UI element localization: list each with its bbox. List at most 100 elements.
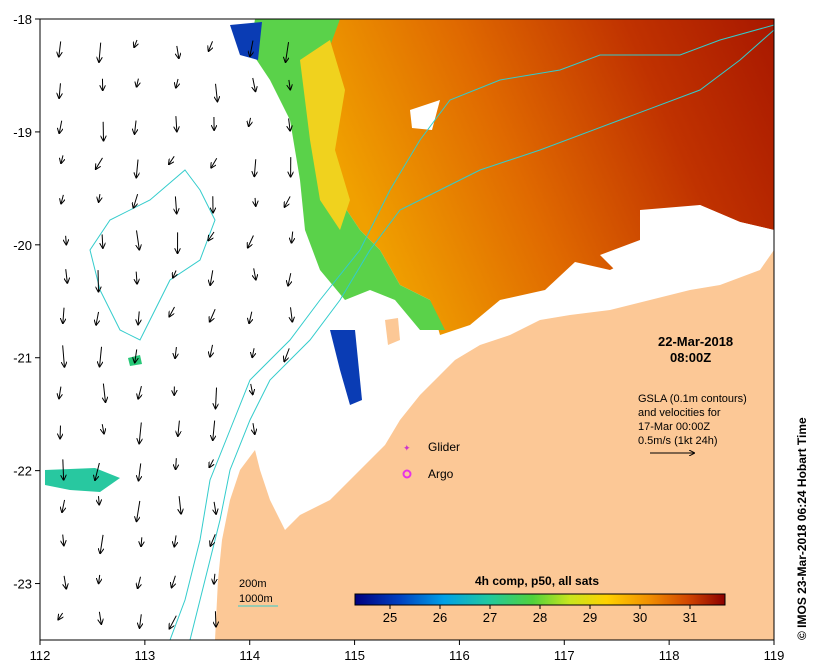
lon-tick-label: 115: [344, 648, 365, 663]
colorbar-tick-label: 26: [433, 610, 447, 625]
velocity-arrow: [103, 383, 105, 402]
colorbar-tick-label: 25: [383, 610, 397, 625]
latitude-axis: -18 -19 -20 -21 -22 -23: [13, 12, 40, 592]
velocity-arrow: [134, 39, 137, 47]
velocity-arrow: [64, 575, 66, 589]
velocity-arrow: [214, 501, 216, 514]
velocity-arrow: [216, 387, 217, 409]
velocity-arrow: [96, 311, 98, 325]
velocity-arrow: [209, 41, 213, 51]
velocity-arrow: [209, 459, 213, 467]
velocity-arrow: [62, 499, 64, 512]
plot-frame: [39, 18, 775, 641]
velocity-arrow: [61, 194, 63, 204]
velocity-arrow: [138, 311, 139, 324]
velocity-arrow: [136, 159, 138, 178]
velocity-arrow: [252, 348, 254, 357]
depth-200m-label: 200m: [239, 578, 267, 590]
velocity-arrow: [292, 231, 293, 243]
velocity-arrow: [288, 273, 291, 285]
lon-tick-label: 116: [449, 648, 470, 663]
colorbar-tick-label: 29: [583, 610, 597, 625]
sst-mid-band: [250, 19, 445, 330]
velocity-arrow: [136, 230, 139, 249]
contour-200m: [189, 29, 774, 640]
velocity-arrow: [99, 611, 101, 624]
glider-marker-icon: ✦: [403, 443, 411, 453]
velocity-arrow: [63, 534, 64, 546]
velocity-arrow: [102, 234, 103, 247]
longitude-axis: 112 113 114 115 116 117 118 119: [30, 640, 784, 663]
velocity-arrow: [176, 116, 177, 131]
velocity-arrow: [139, 422, 141, 443]
sst-yellow-patch: [300, 40, 350, 230]
velocity-arrow: [211, 157, 218, 167]
velocity-arrow: [175, 347, 176, 358]
lat-tick-label: -20: [13, 238, 32, 253]
velocity-arrow: [138, 385, 141, 399]
cloud-gap-north: [410, 100, 440, 130]
velocity-arrow: [214, 573, 215, 584]
velocity-arrow: [61, 155, 63, 163]
velocity-arrow: [210, 308, 216, 321]
velocity-arrow: [169, 156, 175, 164]
velocity-arrow: [59, 386, 61, 399]
velocity-arrow: [141, 537, 142, 546]
lat-tick-label: -19: [13, 125, 32, 140]
argo-label: Argo: [428, 467, 454, 481]
velocity-arrow: [170, 615, 177, 629]
lat-tick-label: -23: [13, 577, 32, 592]
velocity-arrow: [63, 345, 65, 366]
velocity-arrow: [213, 420, 215, 441]
velocity-arrow: [99, 194, 100, 202]
velocity-arrow: [173, 270, 176, 278]
gsla-note-line-1: GSLA (0.1m contours): [638, 393, 747, 405]
land-mainland: [215, 250, 774, 640]
velocity-arrow: [208, 231, 215, 240]
land-island: [385, 318, 400, 345]
velocity-arrow: [250, 40, 253, 57]
velocity-arrow: [169, 306, 175, 316]
velocity-arrow: [137, 78, 139, 87]
velocity-arrow: [135, 349, 137, 362]
velocity-arrow: [176, 78, 178, 88]
contour-1000m: [169, 24, 774, 640]
gsla-note-line-2: and velocities for: [638, 407, 721, 419]
velocity-arrow: [135, 120, 137, 134]
velocity-arrow: [253, 77, 256, 91]
velocity-arrow: [177, 45, 179, 58]
velocity-arrow: [138, 576, 141, 588]
velocity-arrow: [140, 614, 142, 628]
velocity-arrow: [254, 159, 255, 176]
velocity-arrow: [98, 496, 99, 504]
lat-tick-label: -18: [13, 12, 32, 27]
velocity-arrow: [249, 311, 252, 323]
lon-tick-label: 114: [239, 648, 260, 663]
sst-cool-patch-1: [230, 22, 262, 60]
velocity-arrow: [66, 269, 68, 283]
velocity-arrow: [174, 535, 176, 546]
velocity-arrows: [58, 39, 293, 629]
lon-tick-label: 112: [30, 648, 51, 663]
velocity-arrow: [63, 459, 64, 479]
lon-tick-label: 113: [134, 648, 155, 663]
date-label: 22-Mar-2018: [658, 334, 733, 349]
velocity-arrow: [286, 42, 289, 62]
velocity-arrow: [289, 79, 290, 89]
velocity-arrow: [59, 120, 61, 133]
velocity-arrow: [210, 344, 213, 357]
velocity-arrow: [285, 196, 291, 206]
colorbar-title: 4h comp, p50, all sats: [475, 574, 599, 588]
lon-tick-label: 118: [659, 648, 680, 663]
velocity-arrow: [175, 196, 176, 213]
velocity-arrow: [100, 534, 103, 553]
gsla-note-line-3: 17-Mar 00:00Z: [638, 421, 710, 433]
colorbar-ticks: 25 26 27 28 29 30 31: [383, 605, 697, 625]
cloud-gap-east: [600, 205, 774, 280]
velocity-arrow: [178, 420, 180, 436]
velocity-arrow: [99, 574, 100, 583]
lat-tick-label: -21: [13, 351, 32, 366]
velocity-arrow: [248, 235, 254, 247]
velocity-arrow: [63, 307, 64, 323]
